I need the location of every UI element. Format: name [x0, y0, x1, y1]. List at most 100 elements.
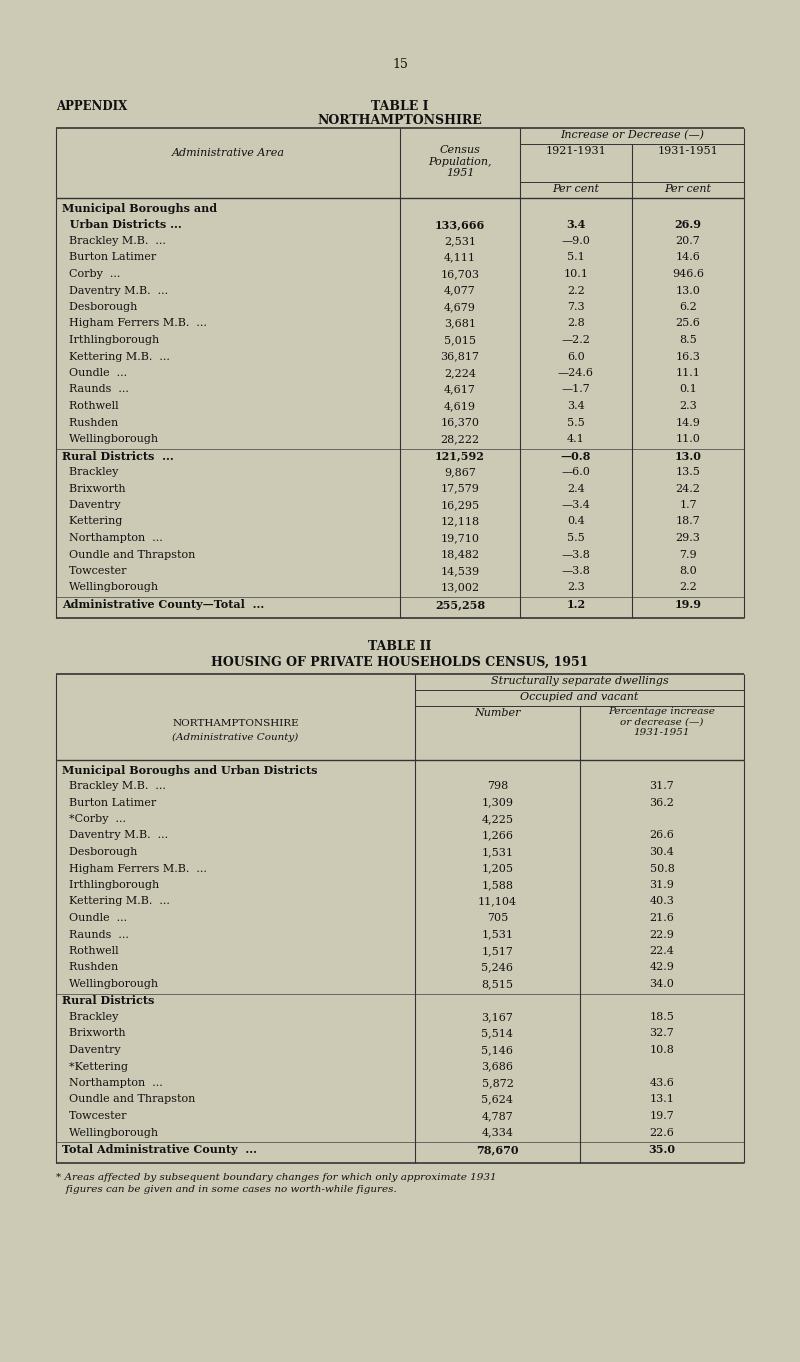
Text: 18,482: 18,482 [441, 549, 479, 560]
Text: Northampton  ...: Northampton ... [62, 533, 162, 543]
Text: 1,531: 1,531 [482, 929, 514, 940]
Text: 1,205: 1,205 [482, 864, 514, 873]
Text: Irthlingborough: Irthlingborough [62, 335, 159, 345]
Text: Oundle and Thrapston: Oundle and Thrapston [62, 549, 195, 560]
Text: 26.9: 26.9 [674, 219, 702, 230]
Text: 1,266: 1,266 [482, 831, 514, 840]
Text: Urban Districts ...: Urban Districts ... [62, 219, 182, 230]
Text: Raunds  ...: Raunds ... [62, 384, 129, 395]
Text: Wellingborough: Wellingborough [62, 583, 158, 592]
Text: 6.2: 6.2 [679, 302, 697, 312]
Text: 22.6: 22.6 [650, 1128, 674, 1137]
Text: 2.4: 2.4 [567, 484, 585, 493]
Text: Total Administrative County  ...: Total Administrative County ... [62, 1144, 257, 1155]
Text: Rural Districts: Rural Districts [62, 996, 154, 1007]
Text: Daventry: Daventry [62, 500, 121, 509]
Text: 2.2: 2.2 [567, 286, 585, 296]
Text: 31.7: 31.7 [650, 780, 674, 791]
Text: 43.6: 43.6 [650, 1077, 674, 1088]
Text: Rothwell: Rothwell [62, 947, 118, 956]
Text: 1931-1951: 1931-1951 [658, 146, 718, 157]
Text: 36,817: 36,817 [441, 351, 479, 361]
Text: 16.3: 16.3 [675, 351, 701, 361]
Text: —1.7: —1.7 [562, 384, 590, 395]
Text: 19.9: 19.9 [674, 599, 702, 610]
Text: 28,222: 28,222 [441, 434, 479, 444]
Text: Occupied and vacant: Occupied and vacant [520, 692, 638, 701]
Text: 22.4: 22.4 [650, 947, 674, 956]
Text: Higham Ferrers M.B.  ...: Higham Ferrers M.B. ... [62, 319, 207, 328]
Text: 5,872: 5,872 [482, 1077, 514, 1088]
Text: Administrative Area: Administrative Area [171, 148, 285, 158]
Text: Rushden: Rushden [62, 963, 118, 972]
Text: Desborough: Desborough [62, 302, 138, 312]
Text: Towcester: Towcester [62, 1111, 126, 1121]
Text: 14.6: 14.6 [675, 252, 701, 263]
Text: Oundle and Thrapston: Oundle and Thrapston [62, 1095, 195, 1105]
Text: 20.7: 20.7 [676, 236, 700, 247]
Text: 21.6: 21.6 [650, 913, 674, 923]
Text: 3.4: 3.4 [566, 219, 586, 230]
Text: Irthlingborough: Irthlingborough [62, 880, 159, 889]
Text: 4,077: 4,077 [444, 286, 476, 296]
Text: 255,258: 255,258 [435, 599, 485, 610]
Text: 2.3: 2.3 [567, 583, 585, 592]
Text: Brackley: Brackley [62, 1012, 118, 1022]
Text: Kettering: Kettering [62, 516, 122, 527]
Text: Number: Number [474, 707, 521, 718]
Text: 9,867: 9,867 [444, 467, 476, 477]
Text: 11.0: 11.0 [675, 434, 701, 444]
Text: Kettering M.B.  ...: Kettering M.B. ... [62, 896, 170, 907]
Text: —6.0: —6.0 [562, 467, 590, 477]
Text: 4.1: 4.1 [567, 434, 585, 444]
Text: 12,118: 12,118 [441, 516, 479, 527]
Text: 4,334: 4,334 [482, 1128, 514, 1137]
Text: Per cent: Per cent [553, 184, 599, 193]
Text: Brixworth: Brixworth [62, 1028, 126, 1038]
Text: 1,588: 1,588 [482, 880, 514, 889]
Text: 18.5: 18.5 [650, 1012, 674, 1022]
Text: Kettering M.B.  ...: Kettering M.B. ... [62, 351, 170, 361]
Text: Structurally separate dwellings: Structurally separate dwellings [490, 677, 668, 686]
Text: 0.1: 0.1 [679, 384, 697, 395]
Text: 5,146: 5,146 [482, 1045, 514, 1056]
Text: 31.9: 31.9 [650, 880, 674, 889]
Text: 3.4: 3.4 [567, 400, 585, 411]
Text: 5,015: 5,015 [444, 335, 476, 345]
Text: 17,579: 17,579 [441, 484, 479, 493]
Text: Per cent: Per cent [665, 184, 711, 193]
Text: 5.1: 5.1 [567, 252, 585, 263]
Text: 7.9: 7.9 [679, 549, 697, 560]
Text: Increase or Decrease (—): Increase or Decrease (—) [560, 129, 704, 140]
Text: Municipal Boroughs and Urban Districts: Municipal Boroughs and Urban Districts [62, 764, 318, 775]
Text: 13.0: 13.0 [674, 451, 702, 462]
Text: 1921-1931: 1921-1931 [546, 146, 606, 157]
Text: 40.3: 40.3 [650, 896, 674, 907]
Text: Oundle  ...: Oundle ... [62, 913, 127, 923]
Text: Rushden: Rushden [62, 418, 118, 428]
Text: —3.8: —3.8 [562, 567, 590, 576]
Text: 4,617: 4,617 [444, 384, 476, 395]
Text: Towcester: Towcester [62, 567, 126, 576]
Text: 16,295: 16,295 [441, 500, 479, 509]
Text: 1.7: 1.7 [679, 500, 697, 509]
Text: 4,679: 4,679 [444, 302, 476, 312]
Text: 16,703: 16,703 [441, 270, 479, 279]
Text: 30.4: 30.4 [650, 847, 674, 857]
Text: 8.0: 8.0 [679, 567, 697, 576]
Text: *Kettering: *Kettering [62, 1061, 128, 1072]
Text: 14,539: 14,539 [441, 567, 479, 576]
Text: Northampton  ...: Northampton ... [62, 1077, 162, 1088]
Text: 1,309: 1,309 [482, 798, 514, 808]
Text: Municipal Boroughs and: Municipal Boroughs and [62, 203, 217, 214]
Text: HOUSING OF PRIVATE HOUSEHOLDS CENSUS, 1951: HOUSING OF PRIVATE HOUSEHOLDS CENSUS, 19… [211, 655, 589, 669]
Text: 6.0: 6.0 [567, 351, 585, 361]
Text: 705: 705 [487, 913, 508, 923]
Text: 3,681: 3,681 [444, 319, 476, 328]
Text: 16,370: 16,370 [441, 418, 479, 428]
Text: Burton Latimer: Burton Latimer [62, 252, 156, 263]
Text: 121,592: 121,592 [435, 451, 485, 462]
Text: Raunds  ...: Raunds ... [62, 929, 129, 940]
Text: 42.9: 42.9 [650, 963, 674, 972]
Text: NORTHAMPTONSHIRE: NORTHAMPTONSHIRE [318, 114, 482, 127]
